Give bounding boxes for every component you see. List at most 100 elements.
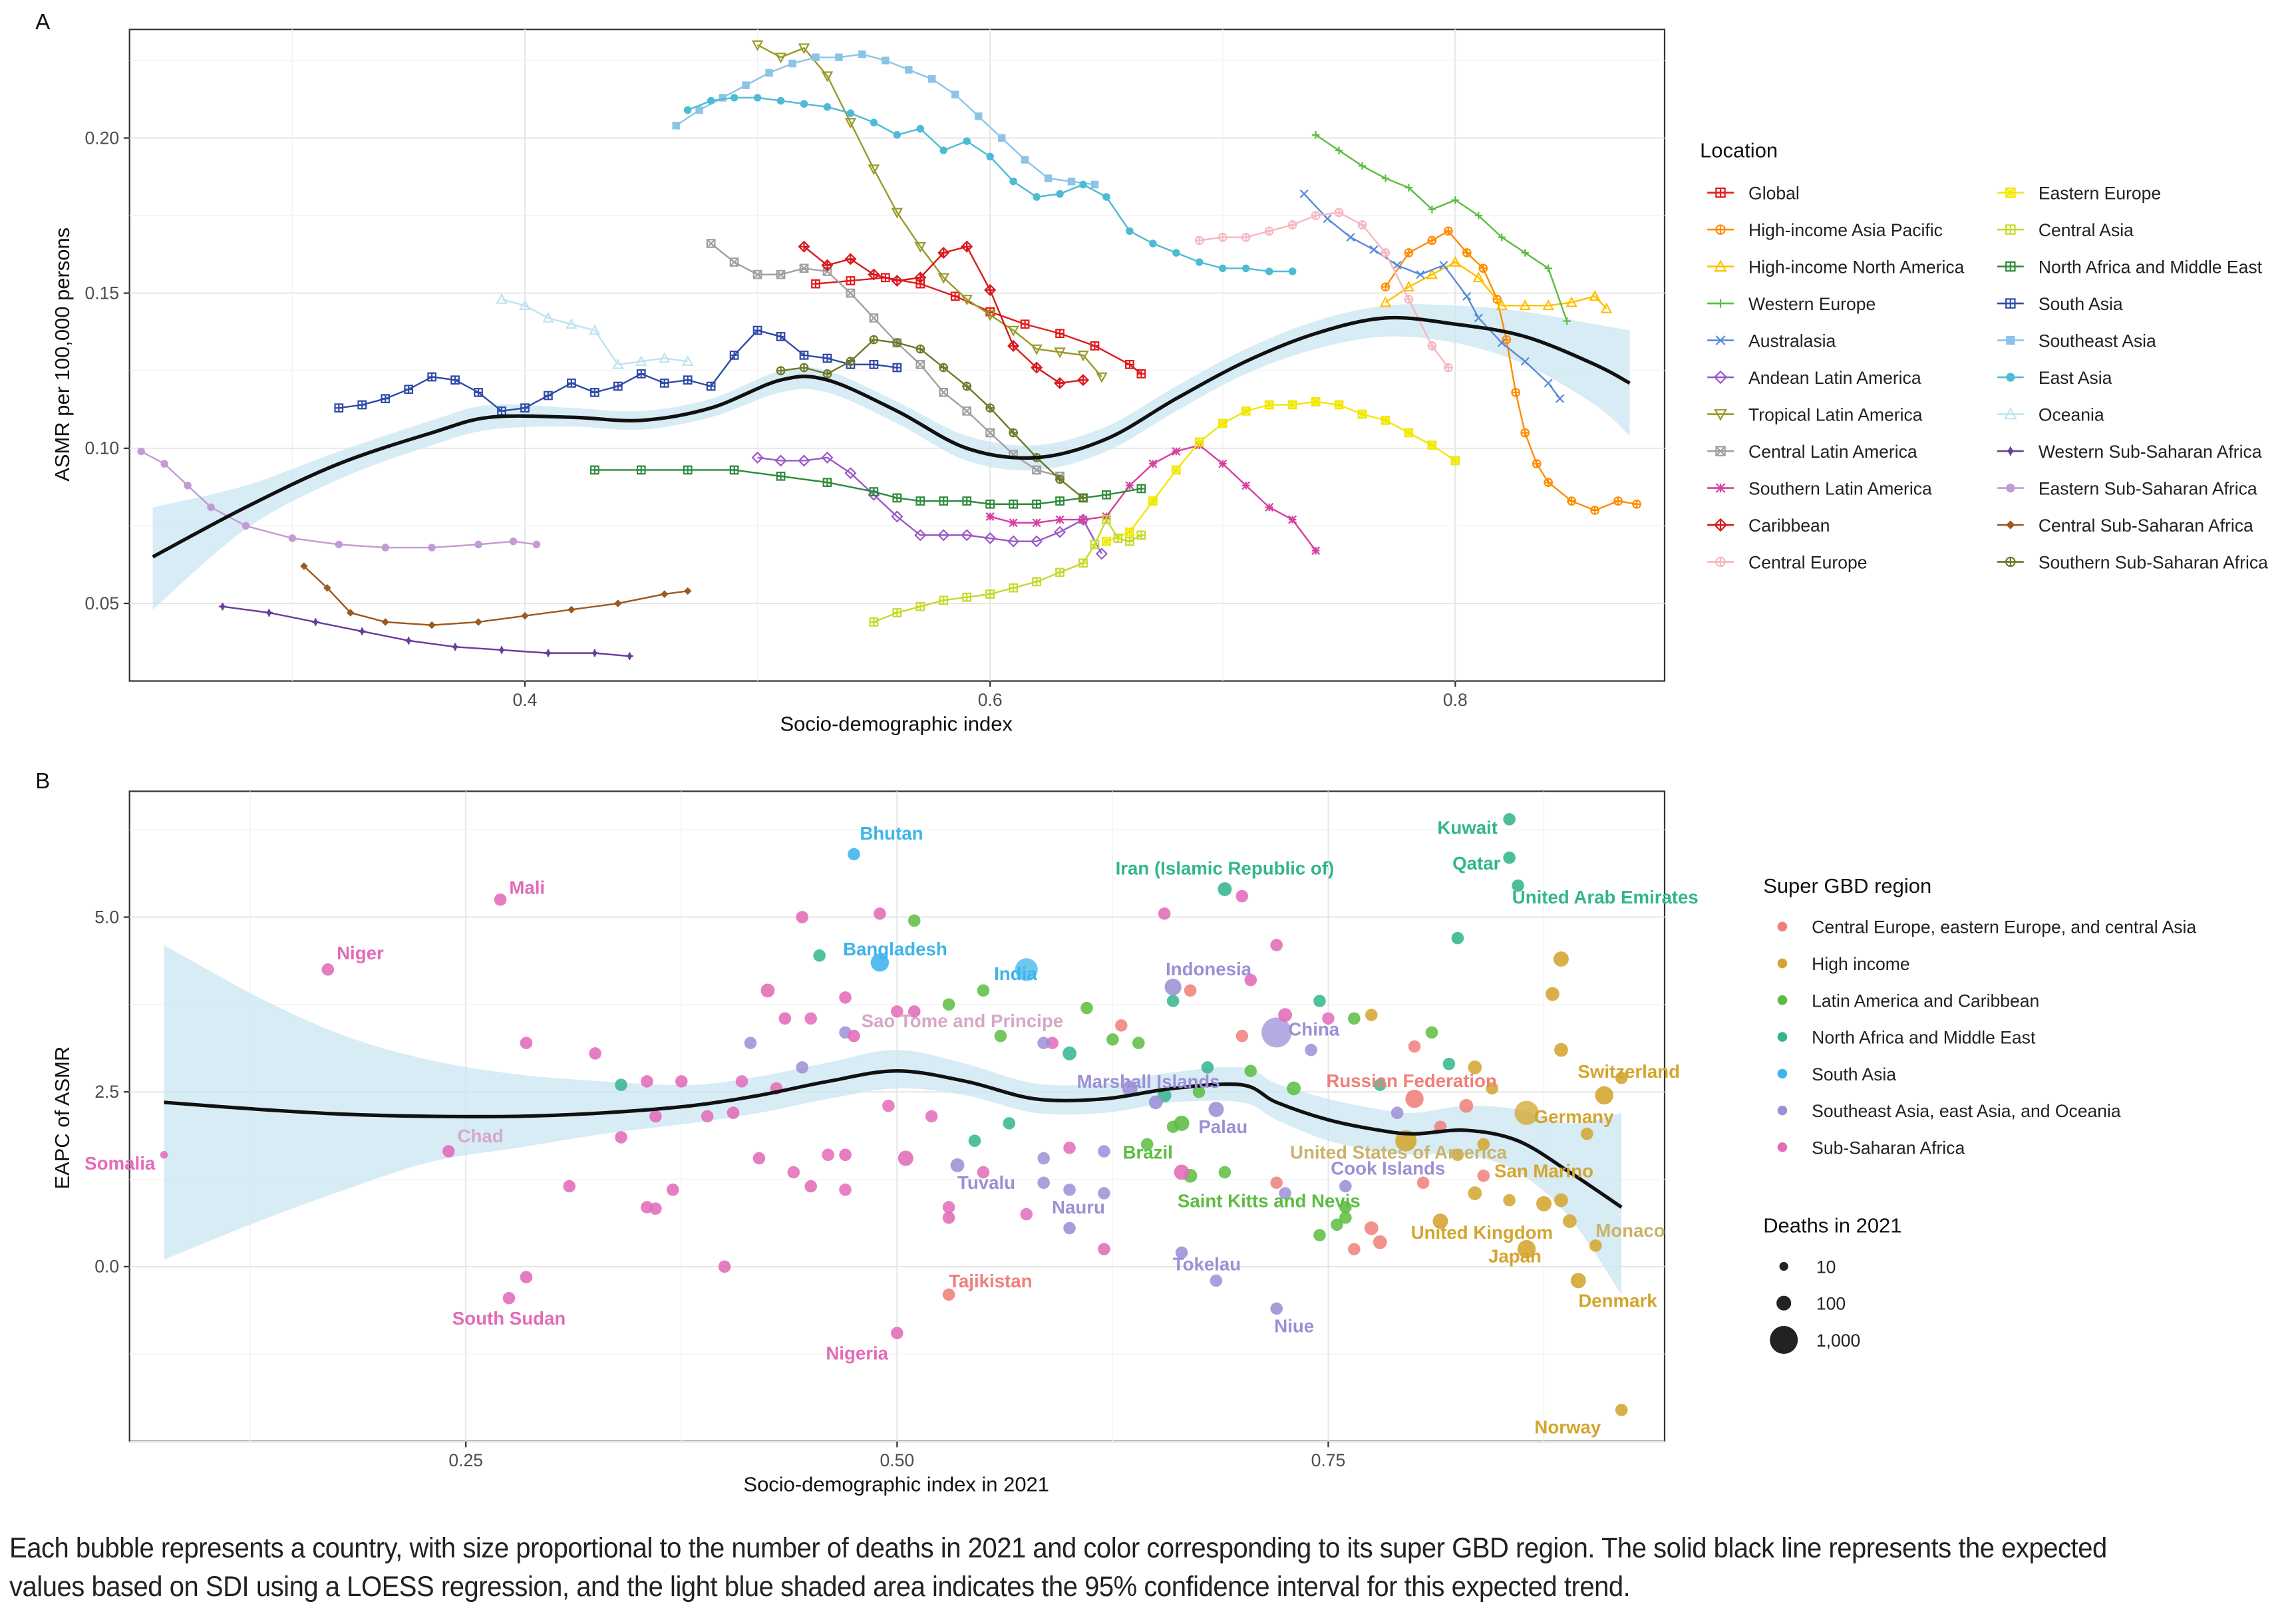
series-point-caribbean (1007, 339, 1020, 352)
series-point-australasia (1323, 214, 1332, 224)
series-point-southern-sub-saharan-africa (962, 381, 972, 391)
legend-item-eastern-sub-saharan-africa: Eastern Sub-Saharan Africa (1997, 478, 2257, 498)
country-bubble (882, 1099, 895, 1112)
country-bubble (898, 1150, 913, 1166)
legend-label: High-income North America (1748, 257, 1965, 277)
country-bubble-united-kingdom (1432, 1213, 1448, 1229)
series-point-southeast-asia (719, 94, 727, 102)
legend-key-marker (1713, 370, 1728, 385)
series-point-global (846, 276, 856, 285)
series-point-eastern-europe (1148, 496, 1158, 506)
country-bubble (796, 1061, 809, 1074)
legend-item-western-europe: Western Europe (1707, 294, 1876, 314)
country-bubble (1451, 1148, 1464, 1162)
legend-item-oceania: Oceania (1997, 405, 2104, 424)
country-bubble-china (1261, 1017, 1292, 1048)
country-bubble (1339, 1211, 1352, 1224)
series-point-australasia (1544, 379, 1553, 388)
legend-key-marker (1715, 335, 1726, 345)
series-point-eastern-europe (1381, 415, 1391, 425)
series-western-europe (1311, 131, 1571, 325)
series-point-high-income-asia-pacific (1502, 335, 1512, 345)
panel-a-x-tick-label: 0.4 (513, 690, 538, 710)
country-bubble (1235, 889, 1249, 903)
series-point-eastern-europe (1357, 409, 1367, 419)
country-bubble (1615, 1071, 1628, 1084)
series-point-andean-latin-america (937, 529, 950, 542)
country-label: Indonesia (1166, 959, 1252, 979)
country-bubble-japan (1517, 1239, 1536, 1259)
series-point-western-europe (1498, 233, 1506, 242)
series-point-australasia (1556, 394, 1565, 403)
series-point-eastern-europe (1264, 400, 1274, 410)
country-label: Bhutan (860, 823, 923, 844)
series-point-central-europe (1381, 248, 1391, 257)
legend-item-andean-latin-america: Andean Latin America (1707, 368, 1921, 388)
country-bubble-bangladesh (870, 953, 890, 972)
series-point-central-sub-saharan-africa (474, 618, 482, 626)
country-label: Japan (1488, 1246, 1542, 1267)
series-point-north-africa-and-middle-east (822, 478, 832, 487)
series-point-eastern-sub-saharan-africa (137, 447, 145, 456)
legend-label: Central Latin America (1748, 442, 1917, 462)
country-label: Niger (337, 943, 384, 963)
series-point-north-africa-and-middle-east (985, 499, 995, 509)
country-bubble-mali (494, 893, 507, 906)
series-point-southern-sub-saharan-africa (915, 344, 925, 354)
series-point-southern-sub-saharan-africa (846, 357, 856, 367)
series-point-global (1090, 341, 1100, 351)
series-point-eastern-europe (1404, 428, 1414, 438)
series-point-global (811, 279, 820, 289)
country-label: Saint Kitts and Nevis (1178, 1191, 1361, 1211)
legend-key-marker (2005, 224, 2016, 235)
legend-item-southeast-asia: Southeast Asia (1997, 331, 2156, 351)
legend-label: Central Sub-Saharan Africa (2039, 516, 2253, 536)
series-point-australasia (1346, 233, 1355, 242)
legend-key-dot (1777, 995, 1788, 1005)
series-point-eastern-sub-saharan-africa (428, 544, 436, 552)
country-bubble (1459, 1098, 1474, 1113)
legend-label: Australasia (1748, 331, 1836, 351)
country-label: Sao Tome and Principe (862, 1011, 1064, 1031)
country-bubble (1218, 1166, 1231, 1179)
country-bubble (1270, 939, 1283, 951)
series-point-east-asia (1172, 249, 1180, 257)
country-bubble (804, 1012, 817, 1025)
legend-key-dot (1777, 921, 1788, 932)
series-point-southeast-asia (928, 75, 936, 83)
legend-item-central-europe: Central Europe (1707, 552, 1867, 572)
series-point-central-asia (892, 608, 902, 617)
country-bubble (520, 1271, 533, 1283)
country-bubble (735, 1075, 748, 1088)
country-label: United Kingdom (1411, 1222, 1553, 1243)
legend-key-marker (1714, 408, 1727, 421)
country-bubble (727, 1106, 740, 1120)
legend-item-south-asia: South Asia (1997, 294, 2123, 314)
series-point-southeast-asia (695, 106, 703, 114)
series-point-western-europe (1544, 264, 1552, 273)
country-bubble (1305, 1043, 1317, 1056)
country-bubble (1278, 1008, 1293, 1023)
panel-a-axes: 0.4 0.6 0.8 0.05 0.10 0.15 0.20 (85, 128, 1468, 710)
series-point-southern-sub-saharan-africa (939, 363, 949, 373)
series-point-high-income-asia-pacific (1544, 478, 1554, 487)
series-point-east-asia (916, 124, 925, 133)
country-bubble (1158, 907, 1171, 920)
series-point-southern-latin-america (1032, 518, 1041, 528)
legend-label: Southeast Asia (2039, 331, 2156, 351)
series-point-southern-sub-saharan-africa (776, 366, 786, 376)
country-label: Norway (1534, 1417, 1601, 1438)
series-point-southern-latin-america (1288, 515, 1297, 524)
series-point-andean-latin-america (774, 454, 787, 467)
series-point-southern-latin-america (985, 512, 995, 521)
country-bubble-tuvalu (950, 1158, 965, 1172)
series-point-western-europe (1428, 205, 1436, 214)
legend-key-marker (1715, 224, 1726, 235)
country-bubble-norway (1615, 1403, 1628, 1416)
series-point-central-asia (1009, 583, 1018, 593)
series-point-north-africa-and-middle-east (589, 465, 599, 475)
series-point-western-europe (1311, 131, 1320, 139)
panel-b-label: B (35, 769, 50, 794)
country-bubble (813, 949, 826, 962)
legend-label: East Asia (2039, 368, 2112, 388)
